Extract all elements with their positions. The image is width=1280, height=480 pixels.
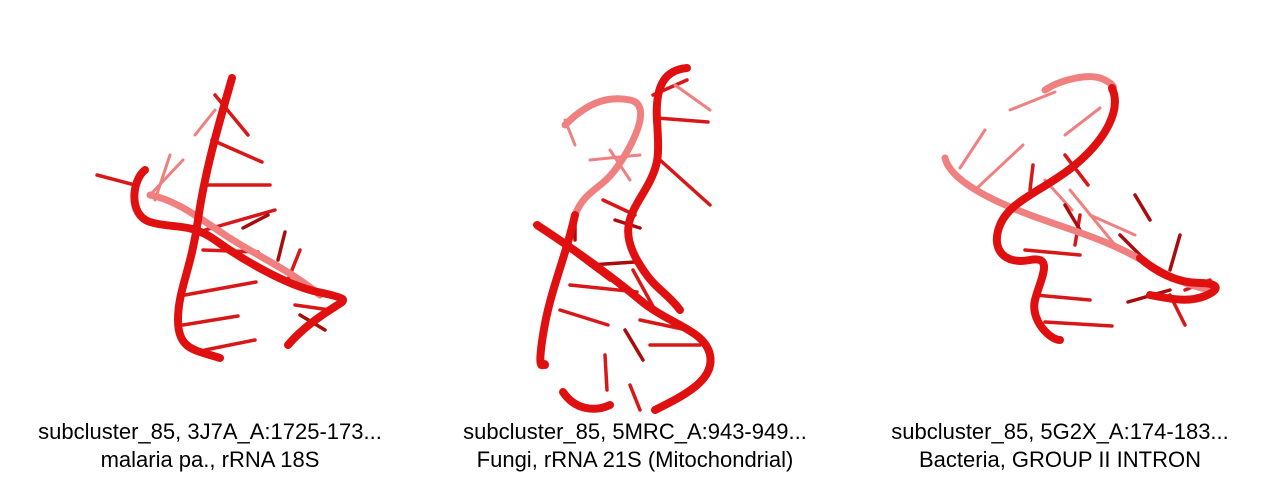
structure-caption-1: subcluster_85, 3J7A_A:1725-173... malari… [0, 418, 420, 474]
rna-structure-image-2 [533, 64, 715, 414]
structure-id-label: subcluster_85, 5G2X_A:174-183... [891, 419, 1229, 444]
structure-panel-3: subcluster_85, 5G2X_A:174-183... Bacteri… [850, 0, 1270, 480]
structure-caption-2: subcluster_85, 5MRC_A:943-949... Fungi, … [425, 418, 845, 474]
rna-structure-image-1 [95, 74, 347, 362]
structure-source-label: malaria pa., rRNA 18S [100, 447, 320, 472]
structure-caption-3: subcluster_85, 5G2X_A:174-183... Bacteri… [850, 418, 1270, 474]
structure-source-label: Bacteria, GROUP II INTRON [919, 447, 1201, 472]
structure-panel-2: subcluster_85, 5MRC_A:943-949... Fungi, … [425, 0, 845, 480]
rna-structure-image-3 [941, 73, 1220, 344]
structure-panel-1: subcluster_85, 3J7A_A:1725-173... malari… [0, 0, 420, 480]
structure-id-label: subcluster_85, 5MRC_A:943-949... [463, 419, 807, 444]
structure-source-label: Fungi, rRNA 21S (Mitochondrial) [476, 447, 794, 472]
structure-id-label: subcluster_85, 3J7A_A:1725-173... [38, 419, 382, 444]
